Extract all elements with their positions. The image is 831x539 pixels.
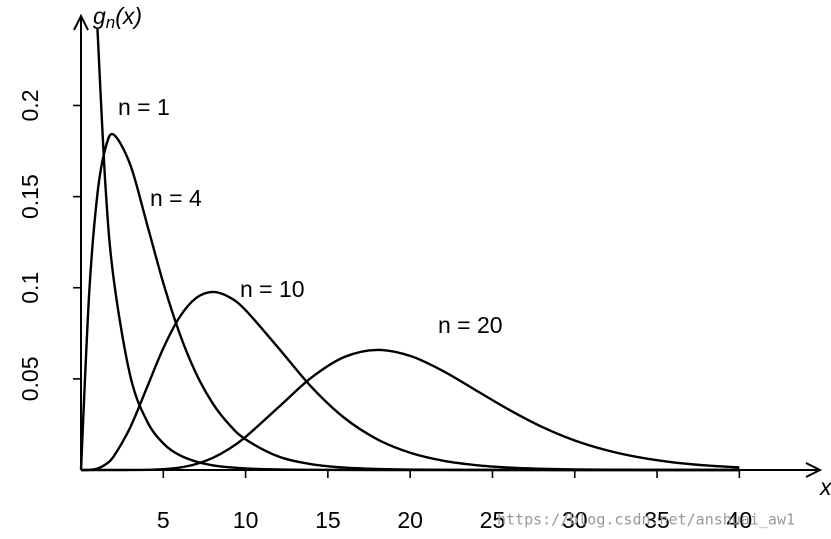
y-axis-label: gn(x) bbox=[93, 3, 142, 32]
y-tick-label: 0.2 bbox=[17, 89, 43, 121]
annotation: n = 1 bbox=[118, 94, 170, 120]
x-tick-label: 10 bbox=[233, 507, 259, 533]
x-tick-label: 15 bbox=[315, 507, 341, 533]
annotation: n = 4 bbox=[150, 185, 202, 211]
y-tick-label: 0.1 bbox=[17, 272, 43, 304]
y-label-subscript: n bbox=[106, 13, 115, 32]
x-tick-label: 5 bbox=[157, 507, 170, 533]
curves bbox=[79, 28, 740, 472]
y-tick-label: 0.05 bbox=[17, 356, 43, 401]
x-tick-label: 30 bbox=[562, 507, 588, 533]
x-tick-label: 35 bbox=[644, 507, 670, 533]
y-tick-label: 0.15 bbox=[17, 174, 43, 219]
series-line bbox=[96, 28, 740, 472]
y-label-argument: (x) bbox=[115, 3, 142, 29]
x-tick-label: 40 bbox=[727, 507, 753, 533]
ticks: 5 10 15 20 25 30 35 40 0.05 0.1 0.15 0.2 bbox=[17, 89, 752, 533]
series-line bbox=[80, 290, 740, 472]
x-tick-label: 25 bbox=[480, 507, 506, 533]
x-axis-label: x bbox=[819, 474, 831, 500]
y-label-base: g bbox=[93, 3, 106, 29]
y-axis-arrow bbox=[73, 13, 89, 31]
watermark: https://blog.csdn.net/anshuai_aw1 bbox=[497, 511, 795, 529]
x-tick-label: 20 bbox=[397, 507, 423, 533]
x-axis-arrow bbox=[805, 462, 823, 478]
annotation: n = 20 bbox=[438, 312, 503, 338]
annotation: n = 10 bbox=[240, 276, 305, 302]
